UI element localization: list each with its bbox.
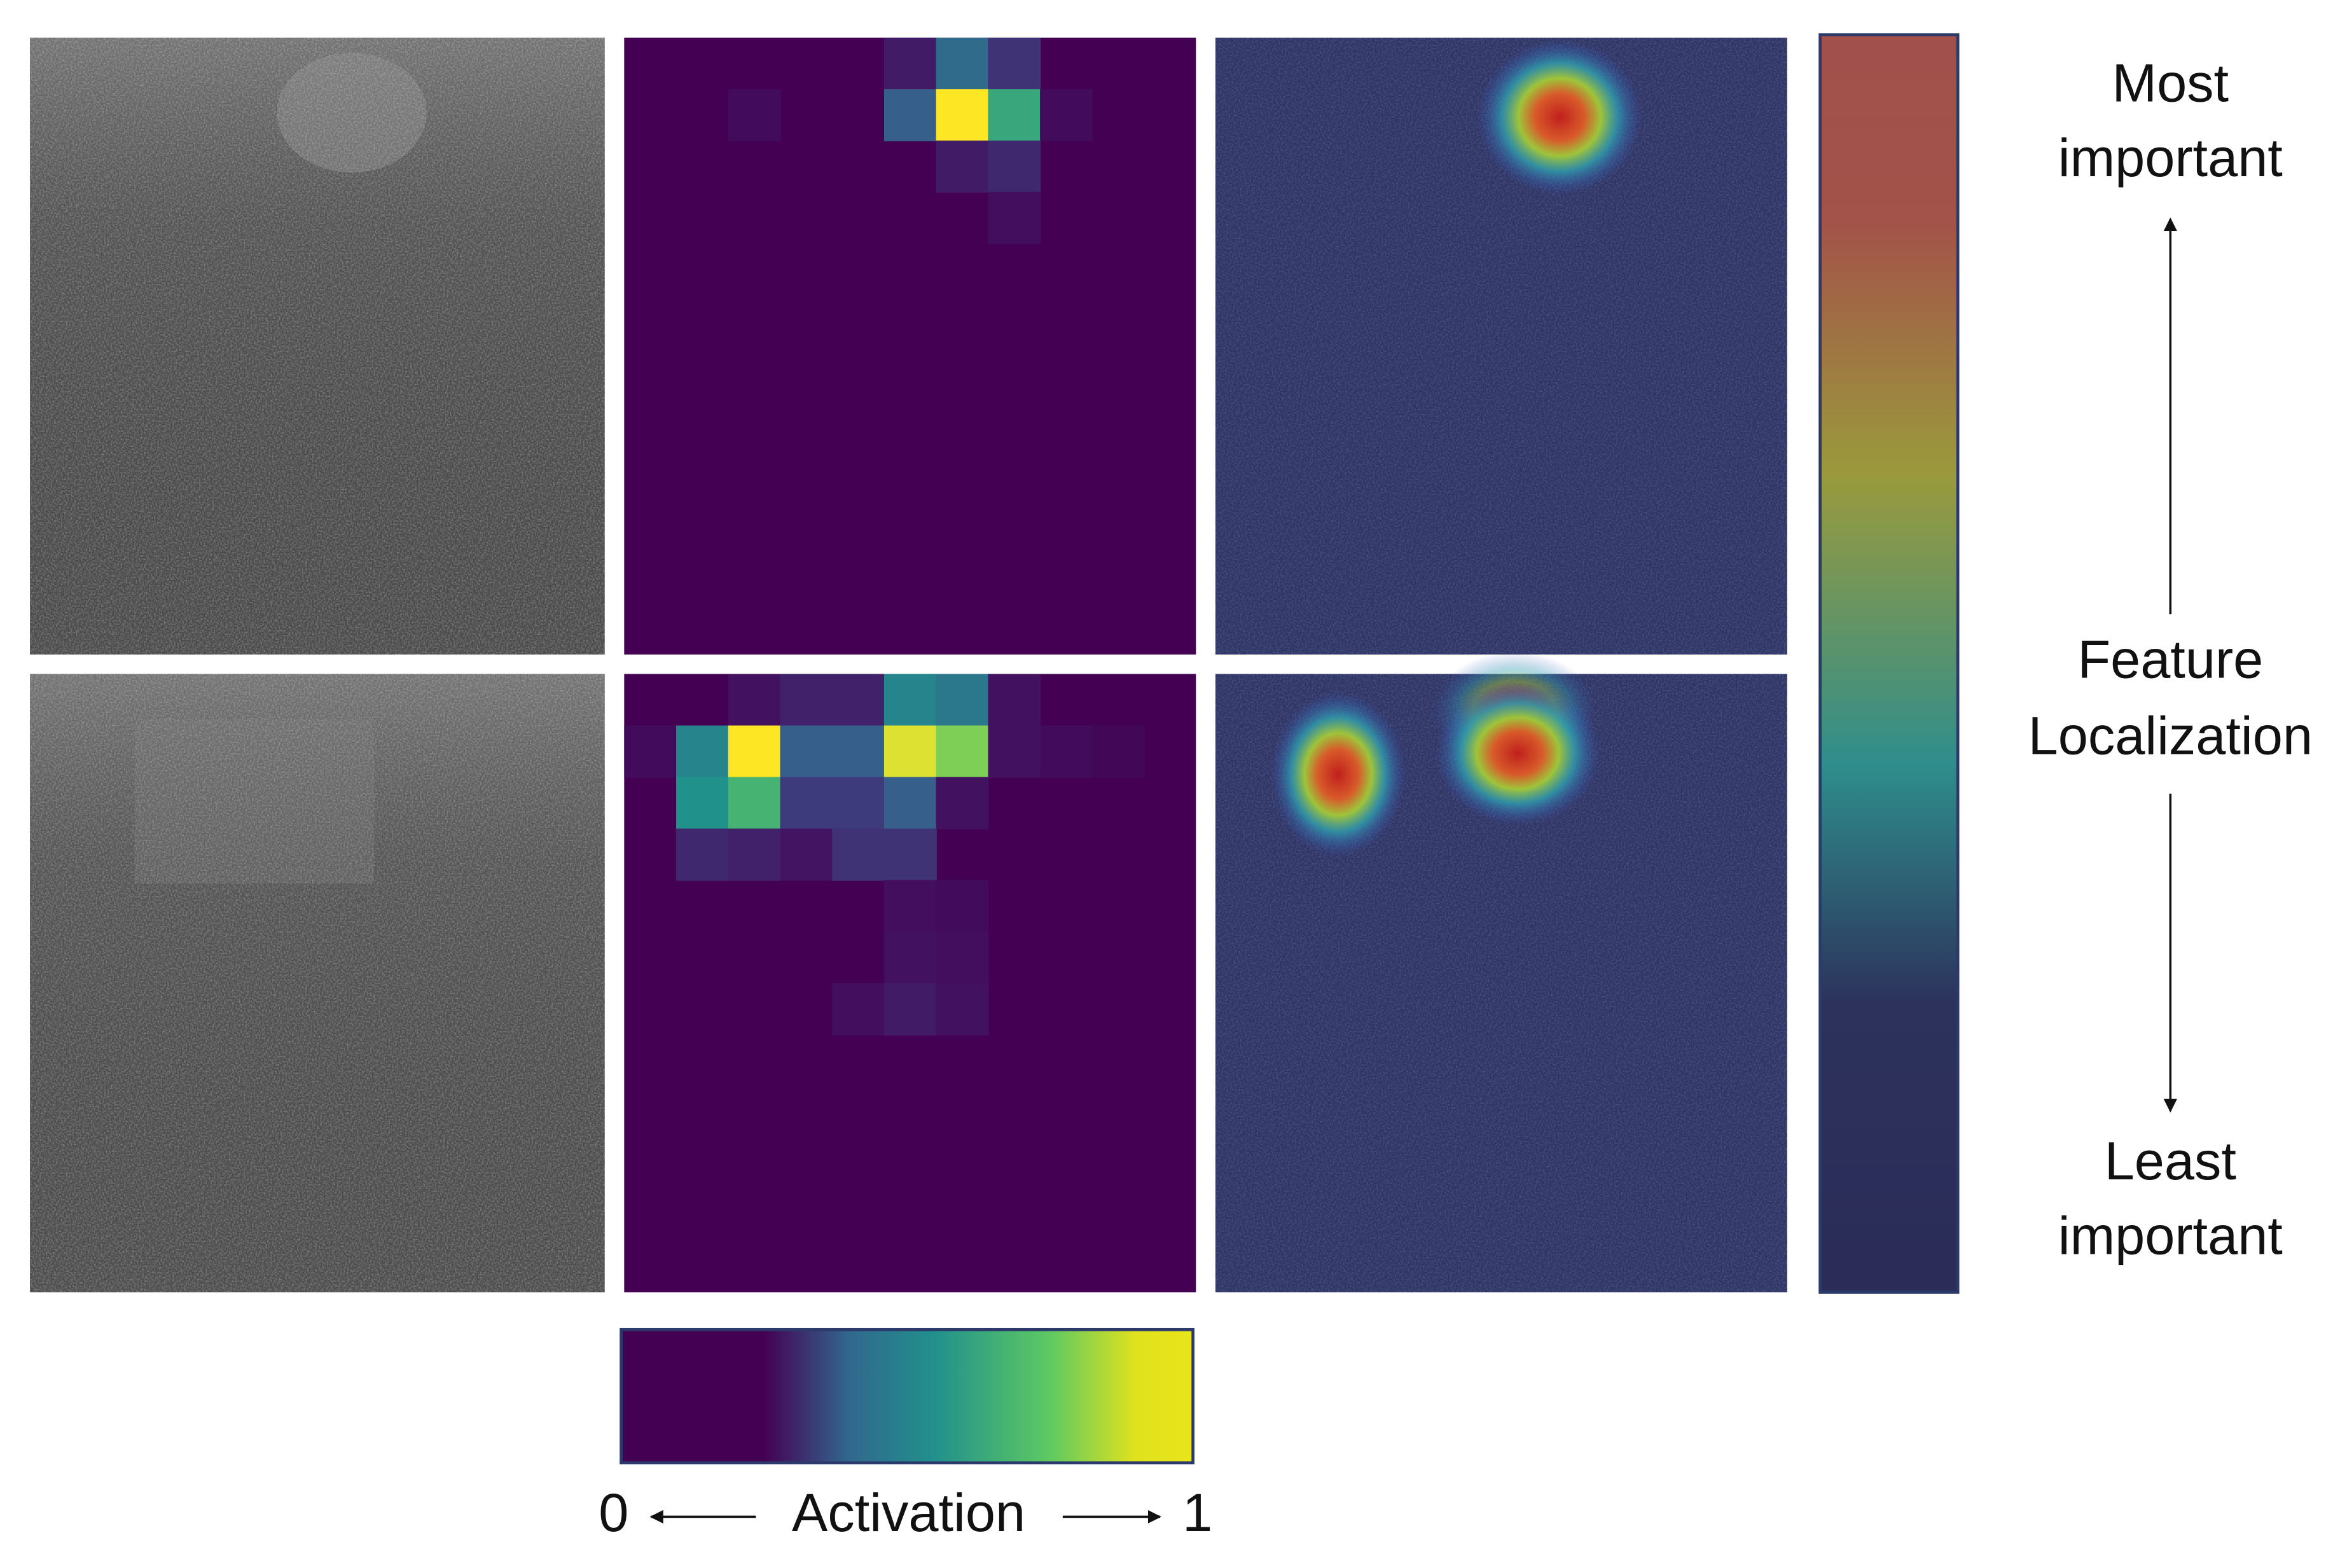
heatmap-cell xyxy=(676,777,729,829)
heatmap-cell xyxy=(1040,725,1093,778)
importance-top-label: important xyxy=(2058,127,2283,188)
heatmap-cell xyxy=(883,725,937,778)
activation-colorbar xyxy=(620,1328,1194,1465)
activation-min-label: 0 xyxy=(599,1482,628,1543)
activation-label: Activation xyxy=(792,1482,1025,1543)
importance-top-label: Most xyxy=(2112,52,2229,113)
heatmap-cell xyxy=(936,725,989,778)
oct-image xyxy=(30,38,605,655)
heatmap-cell xyxy=(832,674,885,726)
importance-middle-label: Feature xyxy=(2077,628,2263,689)
heatmap-cell xyxy=(988,140,1041,193)
heatmap-cell xyxy=(883,931,937,984)
heatmap-cell xyxy=(936,140,989,193)
heatmap-cell xyxy=(728,674,781,726)
activation-max-label: 1 xyxy=(1182,1482,1212,1543)
heatmap-cell xyxy=(883,777,937,829)
heatmap-cell xyxy=(728,89,781,142)
heatmap-cell xyxy=(988,725,1041,778)
heatmap-cell xyxy=(780,828,833,881)
heatmap-cell xyxy=(936,983,989,1036)
heatmap-cell xyxy=(1091,725,1145,778)
heatmap xyxy=(624,38,1196,655)
heatmap-cell xyxy=(988,191,1041,244)
heatmap-cell xyxy=(728,725,781,778)
heatmap-cell xyxy=(832,828,885,881)
heatmap-cell xyxy=(936,777,989,829)
heatmap-cell xyxy=(780,777,833,829)
overlay-image xyxy=(1215,38,1787,655)
overlay-image xyxy=(1215,651,1787,1293)
heatmap xyxy=(624,674,1196,1293)
heatmap-cell xyxy=(832,725,885,778)
heatmap-cell xyxy=(676,725,729,778)
heatmap-cell xyxy=(728,828,781,881)
importance-middle-label: Localization xyxy=(2028,705,2313,765)
heatmap-cell xyxy=(936,880,989,933)
heatmap-cell xyxy=(936,931,989,984)
heatmap-cell xyxy=(780,674,833,726)
importance-bottom-label: Least xyxy=(2105,1130,2236,1191)
heatmap-cell xyxy=(780,725,833,778)
heatmap-cell xyxy=(1040,89,1093,142)
heatmap-cell xyxy=(832,777,885,829)
heatmap-cell xyxy=(883,674,937,726)
heatmap-cell xyxy=(936,38,989,90)
importance-colorbar xyxy=(1818,33,1960,1294)
heatmap-cell xyxy=(624,725,677,778)
heatmap-cell xyxy=(883,828,937,881)
heatmap-cell xyxy=(883,38,937,90)
heatmap-cell xyxy=(988,38,1041,90)
heatmap-cell xyxy=(936,674,989,726)
heatmap-cell xyxy=(728,777,781,829)
heatmap-cell xyxy=(832,983,885,1036)
heatmap-cell xyxy=(988,674,1041,726)
heatmap-cell xyxy=(883,983,937,1036)
heatmap-cell xyxy=(936,89,989,142)
heatmap-cell xyxy=(883,880,937,933)
importance-bottom-label: important xyxy=(2058,1205,2283,1265)
heatmap-cell xyxy=(676,828,729,881)
heatmap-cell xyxy=(883,89,937,142)
heatmap-cell xyxy=(988,89,1041,142)
oct-image xyxy=(30,674,605,1293)
